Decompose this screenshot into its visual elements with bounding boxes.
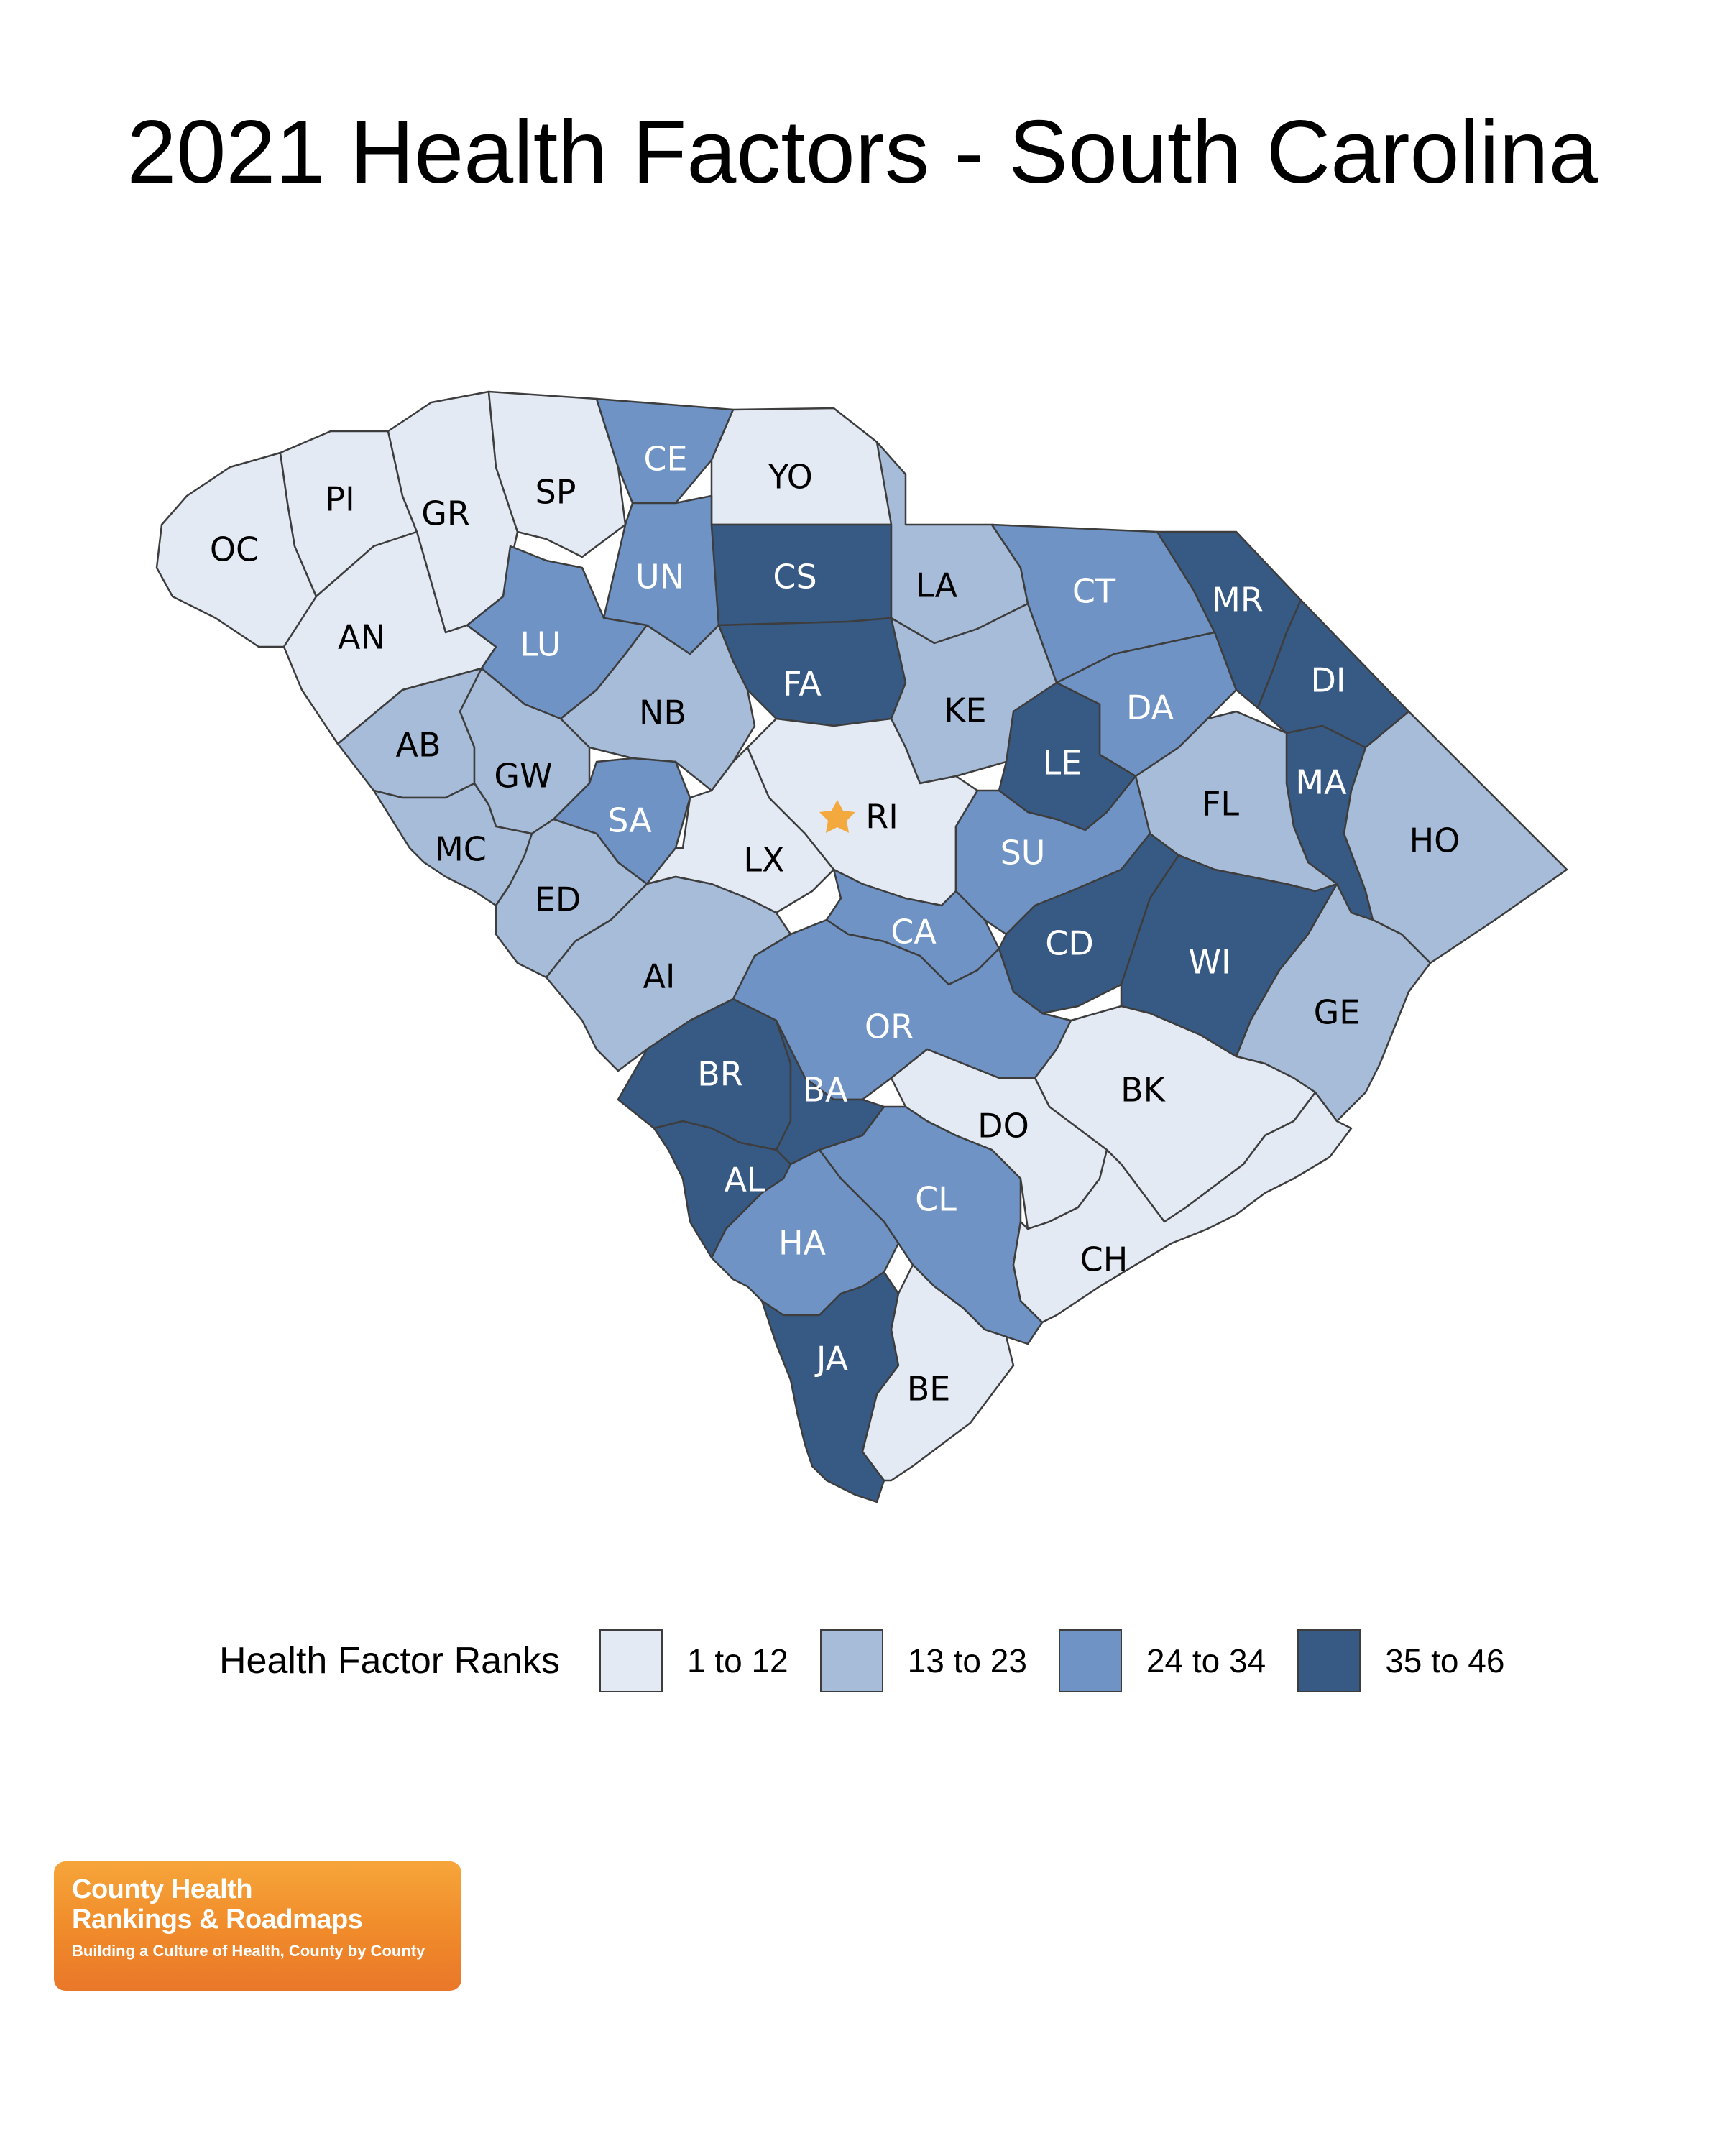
capital-star-icon [819,800,855,833]
county-label-CS: CS [773,558,816,596]
county-label-CD: CD [1045,924,1094,963]
county-label-MC: MC [435,830,487,869]
state-map: OC PI GR SP CE YO AN UN CS LA CT MR LU F… [155,390,1568,1503]
county-label-RI: RI [865,798,898,837]
page-title: 2021 Health Factors - South Carolina [126,103,1598,202]
county-label-MR: MR [1212,581,1264,619]
county-label-DI: DI [1311,661,1346,700]
county-label-FL: FL [1202,785,1239,824]
county-label-MA: MA [1295,763,1347,802]
county-label-CL: CL [915,1180,957,1219]
legend-item-3: 24 to 34 [1058,1629,1266,1692]
county-NB[interactable] [559,624,756,792]
county-label-CA: CA [891,913,937,952]
county-label-JA: JA [814,1340,849,1378]
legend-label-2: 13 to 23 [907,1642,1027,1680]
county-GE[interactable] [1235,883,1432,1123]
county-label-YO: YO [768,458,813,497]
county-label-BE: BE [907,1370,951,1409]
county-label-LX: LX [743,841,784,880]
county-label-CT: CT [1072,572,1116,611]
county-label-SP: SP [535,473,576,512]
county-label-CH: CH [1080,1240,1128,1279]
county-label-PI: PI [325,480,354,519]
county-label-GE: GE [1314,993,1361,1032]
legend-swatch-3 [1058,1629,1122,1692]
logo-line-2: Rankings & Roadmaps [72,1904,363,1935]
county-label-NB: NB [639,694,686,732]
county-label-KE: KE [944,691,986,730]
county-label-OR: OR [865,1008,914,1046]
county-label-BR: BR [697,1055,743,1094]
logo-tagline: Building a Culture of Health, County by … [72,1942,426,1960]
county-label-CE: CE [643,440,687,479]
legend-label-3: 24 to 34 [1146,1642,1266,1680]
legend-item-2: 13 to 23 [819,1629,1027,1692]
county-label-BK: BK [1121,1071,1167,1110]
county-label-HA: HA [778,1224,827,1263]
county-label-SA: SA [607,801,652,840]
county-label-HO: HO [1409,821,1460,860]
county-label-ED: ED [535,880,581,919]
county-label-DA: DA [1126,688,1174,727]
legend-item-1: 1 to 12 [599,1629,788,1692]
legend-swatch-1 [599,1629,663,1692]
county-label-UN: UN [635,558,684,596]
county-label-GW: GW [494,757,552,796]
legend-swatch-4 [1297,1629,1361,1692]
legend-item-4: 35 to 46 [1297,1629,1504,1692]
logo-line-1: County Health [72,1874,253,1904]
county-label-AB: AB [395,726,441,765]
county-label-AL: AL [724,1161,765,1199]
county-label-DO: DO [978,1107,1029,1146]
legend: Health Factor Ranks 1 to 12 13 to 23 24 … [219,1628,1536,1694]
county-label-SU: SU [1000,834,1046,872]
county-label-OC: OC [210,530,259,569]
county-label-AI: AI [643,957,675,996]
county-CH[interactable] [1012,1091,1353,1324]
legend-swatch-2 [819,1629,883,1692]
county-label-LU: LU [520,625,561,664]
county-label-WI: WI [1188,943,1230,982]
county-label-LE: LE [1043,744,1082,783]
county-label-GR: GR [421,494,470,533]
legend-label-1: 1 to 12 [686,1642,788,1680]
county-health-rankings-logo: County Health Rankings & Roadmaps Buildi… [54,1861,461,1991]
county-BE[interactable] [861,1263,1015,1482]
county-HA[interactable] [710,1148,900,1317]
county-label-LA: LA [916,566,958,605]
county-label-FA: FA [783,665,822,704]
county-label-AN: AN [338,618,385,657]
legend-label-4: 35 to 46 [1385,1642,1505,1680]
legend-title: Health Factor Ranks [219,1640,560,1682]
county-label-BA: BA [802,1071,848,1110]
